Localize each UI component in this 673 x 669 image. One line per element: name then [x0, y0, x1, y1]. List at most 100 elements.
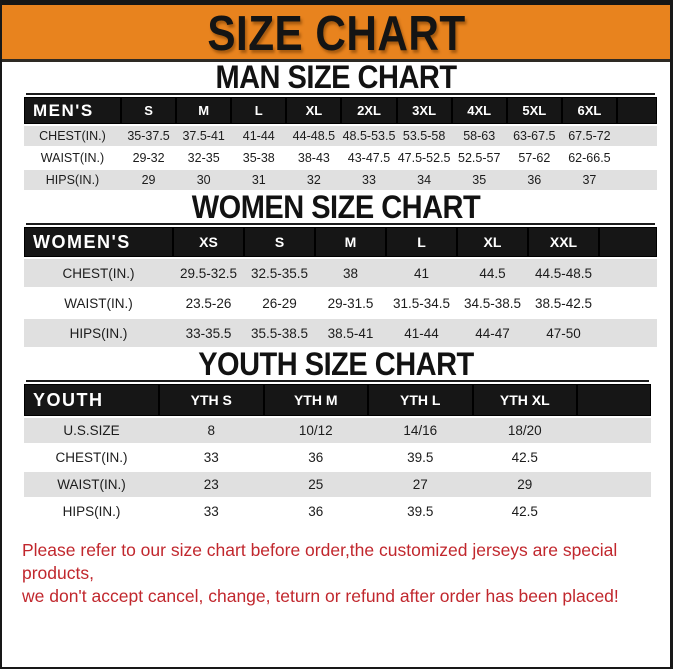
row-label: HIPS(IN.)	[24, 319, 173, 347]
size-value: 33-35.5	[173, 319, 244, 347]
size-value: 38	[315, 259, 386, 287]
size-value: 48.5-53.5	[341, 126, 397, 146]
youth-section: YOUTH SIZE CHART YOUTH YTH S YTH M YTH L YTH…	[2, 347, 670, 526]
size-value: 31.5-34.5	[386, 289, 457, 317]
size-value: 38.5-41	[315, 319, 386, 347]
size-value: 43-47.5	[341, 148, 397, 168]
table-row: U.S.SIZE 8 10/12 14/16 18/20	[24, 418, 651, 443]
spacer-cell	[599, 259, 657, 287]
table-row: CHEST(IN.) 29.5-32.5 32.5-35.5 38 41 44.5 44.5…	[24, 259, 657, 287]
row-label: CHEST(IN.)	[24, 126, 121, 146]
size-column-header: M	[315, 227, 386, 257]
size-column-header: 5XL	[506, 97, 562, 124]
size-value: 42.5	[472, 499, 577, 524]
banner: SIZE CHART	[2, 0, 670, 62]
size-value: 36	[263, 445, 368, 470]
size-value: 14/16	[368, 418, 473, 443]
size-value: 42.5	[472, 445, 577, 470]
size-column-header: XL	[457, 227, 528, 257]
table-category-header: WOMEN'S	[24, 227, 173, 257]
size-value: 34.5-38.5	[457, 289, 528, 317]
size-value: 29	[472, 472, 577, 497]
table-category-header: MEN'S	[24, 97, 121, 124]
size-value: 39.5	[368, 445, 473, 470]
women-section: WOMEN SIZE CHART WOMEN'S XS S M L XL XXL CHEST(…	[2, 190, 670, 349]
spacer-cell	[577, 499, 651, 524]
size-value: 35-38	[231, 148, 287, 168]
spacer-cell	[599, 319, 657, 347]
row-label: WAIST(IN.)	[24, 472, 159, 497]
size-column-header: YTH M	[263, 384, 368, 416]
size-value: 44-47	[457, 319, 528, 347]
size-column-header: 4XL	[451, 97, 507, 124]
size-value: 30	[176, 170, 232, 190]
size-value: 32	[286, 170, 342, 190]
size-value: 18/20	[472, 418, 577, 443]
size-value: 39.5	[368, 499, 473, 524]
spacer-cell	[617, 97, 657, 124]
men-section-title: MAN SIZE CHART	[215, 60, 457, 96]
size-column-header: 2XL	[341, 97, 397, 124]
spacer-cell	[617, 126, 657, 146]
size-column-header: YTH S	[159, 384, 264, 416]
size-column-header: YTH L	[368, 384, 473, 416]
table-row: WAIST(IN.) 29-32 32-35 35-38 38-43 43-47.5 47.…	[24, 148, 657, 168]
size-value: 57-62	[506, 148, 562, 168]
size-value: 44.5	[457, 259, 528, 287]
size-value: 63-67.5	[506, 126, 562, 146]
size-value: 27	[368, 472, 473, 497]
size-value: 36	[506, 170, 562, 190]
size-value: 29	[121, 170, 177, 190]
spacer-cell	[617, 148, 657, 168]
size-value: 10/12	[263, 418, 368, 443]
size-value: 44-48.5	[286, 126, 342, 146]
size-value: 41-44	[386, 319, 457, 347]
table-row: HIPS(IN.) 29 30 31 32 33 34 35 36 37	[24, 170, 657, 190]
size-value: 38.5-42.5	[528, 289, 599, 317]
spacer-cell	[577, 445, 651, 470]
size-value: 67.5-72	[561, 126, 617, 146]
size-column-header: 3XL	[396, 97, 452, 124]
size-value: 41-44	[231, 126, 287, 146]
spacer-cell	[577, 472, 651, 497]
footer-note-line1: Please refer to our size chart before or…	[22, 540, 618, 583]
size-value: 35-37.5	[121, 126, 177, 146]
size-value: 58-63	[451, 126, 507, 146]
footer-note: Please refer to our size chart before or…	[22, 539, 670, 607]
size-value: 37	[561, 170, 617, 190]
row-label: CHEST(IN.)	[24, 259, 173, 287]
size-value: 62-66.5	[561, 148, 617, 168]
size-value: 33	[159, 445, 264, 470]
size-value: 52.5-57	[451, 148, 507, 168]
men-section: MAN SIZE CHART MEN'S S M L XL 2XL 3XL 4XL 5XL 6XL…	[2, 60, 670, 192]
size-column-header: S	[244, 227, 315, 257]
size-value: 26-29	[244, 289, 315, 317]
size-column-header: YTH XL	[472, 384, 577, 416]
size-value: 33	[341, 170, 397, 190]
size-column-header: XXL	[528, 227, 599, 257]
size-value: 23.5-26	[173, 289, 244, 317]
size-value: 29-31.5	[315, 289, 386, 317]
size-column-header: XS	[173, 227, 244, 257]
page-title: SIZE CHART	[206, 4, 466, 60]
size-column-header: XL	[286, 97, 342, 124]
row-label: HIPS(IN.)	[24, 499, 159, 524]
spacer-cell	[577, 418, 651, 443]
size-column-header: S	[121, 97, 177, 124]
spacer-cell	[577, 384, 651, 416]
size-value: 47.5-52.5	[396, 148, 452, 168]
youth-size-table: YOUTH YTH S YTH M YTH L YTH XL U.S.SIZE 8 10/12…	[24, 382, 651, 526]
spacer-cell	[599, 227, 657, 257]
row-label: U.S.SIZE	[24, 418, 159, 443]
row-label: WAIST(IN.)	[24, 289, 173, 317]
size-value: 34	[396, 170, 452, 190]
row-label: CHEST(IN.)	[24, 445, 159, 470]
size-value: 25	[263, 472, 368, 497]
size-value: 35.5-38.5	[244, 319, 315, 347]
size-value: 33	[159, 499, 264, 524]
size-value: 29.5-32.5	[173, 259, 244, 287]
youth-section-title: YOUTH SIZE CHART	[198, 347, 474, 383]
table-row: HIPS(IN.) 33-35.5 35.5-38.5 38.5-41 41-44 44-…	[24, 319, 657, 347]
table-header-row: MEN'S S M L XL 2XL 3XL 4XL 5XL 6XL	[24, 97, 657, 124]
